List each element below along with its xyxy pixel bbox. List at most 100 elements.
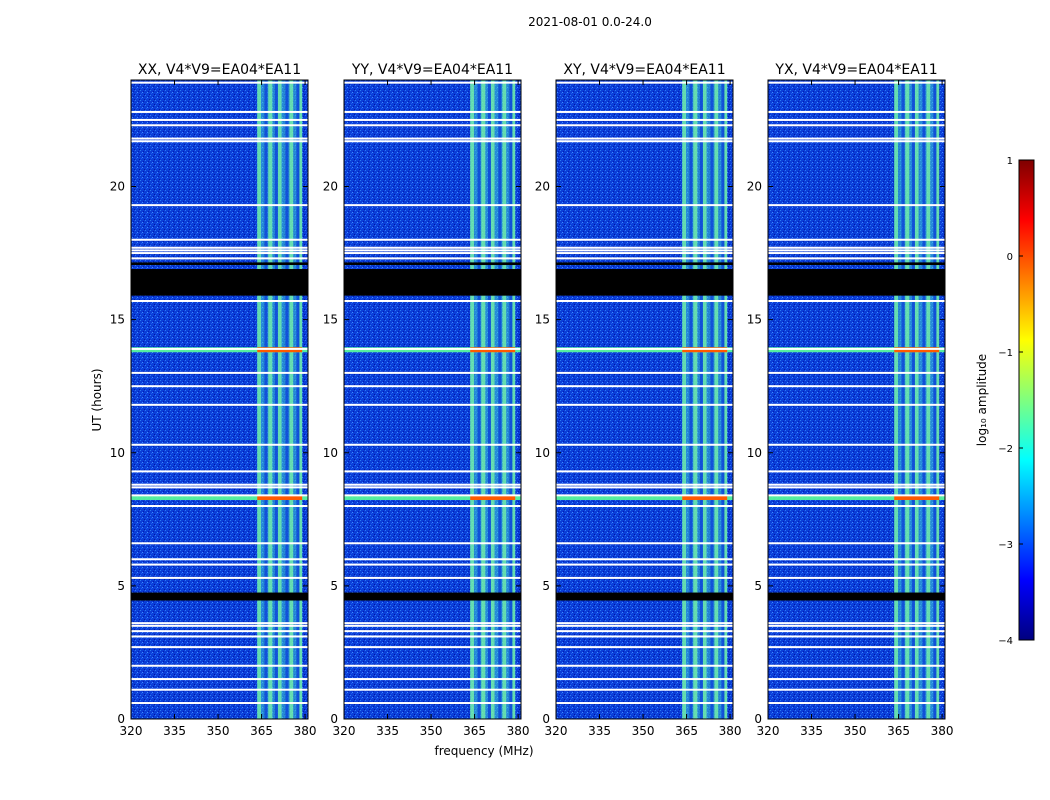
flagged-white-row — [768, 664, 945, 667]
rfi-subchannel — [724, 80, 728, 719]
rfi-subchannel — [693, 80, 698, 719]
y-tick-label: 0 — [117, 712, 125, 726]
panels: XX, V4*V9=EA04*EA11 320 335 350 365 380 0 5 10 15… — [110, 62, 954, 738]
flagged-white-row — [344, 688, 521, 691]
flagged-white-row — [344, 299, 521, 302]
flagged-white-row — [556, 371, 733, 374]
rfi-gap — [509, 80, 513, 719]
flagged-white-row — [344, 678, 521, 681]
flagged-black-block — [556, 262, 733, 266]
y-tick-label: 20 — [110, 180, 125, 194]
rfi-gap — [274, 80, 278, 719]
y-tick-label: 10 — [110, 446, 125, 460]
rfi-subchannel — [502, 80, 507, 719]
flagged-black-block — [768, 269, 945, 296]
y-tick-label: 20 — [747, 180, 762, 194]
high-amplitude-row — [768, 495, 945, 501]
flagged-black-block — [768, 592, 945, 601]
flagged-white-row — [344, 622, 521, 625]
panel-title: XY, V4*V9=EA04*EA11 — [563, 62, 725, 78]
x-tick-label: 335 — [588, 724, 611, 738]
y-tick-label: 5 — [330, 579, 338, 593]
flagged-white-row — [768, 558, 945, 561]
flagged-white-row — [344, 483, 521, 486]
flagged-white-row — [768, 249, 945, 252]
flagged-white-row — [131, 246, 308, 249]
flagged-white-row — [556, 110, 733, 113]
colorbar-tick-label: −1 — [998, 348, 1013, 359]
flagged-white-row — [131, 385, 308, 388]
flagged-white-row — [556, 630, 733, 633]
rfi-gap — [487, 80, 491, 719]
flagged-white-row — [768, 118, 945, 121]
y-tick-label: 10 — [747, 446, 762, 460]
y-tick-label: 15 — [323, 313, 338, 327]
x-tick-label: 380 — [294, 724, 317, 738]
panel-title: YX, V4*V9=EA04*EA11 — [774, 62, 937, 78]
flagged-white-row — [131, 124, 308, 127]
y-tick-label: 15 — [110, 313, 125, 327]
y-tick-label: 5 — [542, 579, 550, 593]
high-amplitude-rfi — [682, 495, 728, 501]
y-tick-label: 5 — [117, 579, 125, 593]
flagged-white-row — [556, 238, 733, 241]
rfi-gap — [477, 80, 481, 719]
flagged-white-row — [131, 630, 308, 633]
flagged-white-row — [344, 246, 521, 249]
flagged-white-row — [768, 622, 945, 625]
flagged-white-row — [556, 299, 733, 302]
y-tick-label: 15 — [747, 313, 762, 327]
x-tick-label: 335 — [376, 724, 399, 738]
flagged-black-block — [344, 592, 521, 601]
rfi-subchannel — [299, 80, 303, 719]
flagged-white-row — [768, 542, 945, 545]
x-tick-label: 365 — [887, 724, 910, 738]
flagged-white-row — [344, 118, 521, 121]
x-tick-label: 320 — [120, 724, 143, 738]
flagged-white-row — [768, 688, 945, 691]
flagged-white-row — [556, 443, 733, 446]
flagged-white-row — [344, 470, 521, 473]
flagged-white-row — [344, 443, 521, 446]
panel-3: YX, V4*V9=EA04*EA11 320 335 350 365 380 0 5 10 15… — [747, 62, 954, 738]
x-tick-label: 350 — [207, 724, 230, 738]
flagged-white-row — [131, 252, 308, 255]
flagged-white-row — [131, 664, 308, 667]
high-amplitude-rfi — [894, 495, 940, 501]
y-tick-label: 0 — [754, 712, 762, 726]
flagged-white-row — [344, 563, 521, 566]
flagged-white-row — [768, 81, 945, 84]
panel-title: XX, V4*V9=EA04*EA11 — [138, 62, 301, 78]
rfi-subchannel — [702, 80, 707, 719]
figure-suptitle: 2021-08-01 0.0-24.0 — [528, 15, 652, 29]
x-tick-label: 320 — [545, 724, 568, 738]
panel-0: XX, V4*V9=EA04*EA11 320 335 350 365 380 0 5 10 15… — [110, 62, 317, 738]
flagged-white-row — [768, 257, 945, 260]
x-tick-label: 350 — [420, 724, 443, 738]
flagged-white-row — [556, 257, 733, 260]
flagged-white-row — [768, 371, 945, 374]
flagged-white-row — [768, 563, 945, 566]
flagged-white-row — [768, 124, 945, 127]
rfi-subchannel — [894, 80, 898, 719]
flagged-white-row — [768, 624, 945, 627]
flagged-black-block — [556, 269, 733, 296]
y-tick-label: 10 — [535, 446, 550, 460]
flagged-white-row — [344, 137, 521, 140]
flagged-white-row — [131, 563, 308, 566]
flagged-white-row — [556, 246, 733, 249]
x-tick-label: 365 — [463, 724, 486, 738]
high-amplitude-row — [344, 495, 521, 501]
panel-title: YY, V4*V9=EA04*EA11 — [351, 62, 513, 78]
rfi-subchannel — [714, 80, 719, 719]
flagged-white-row — [556, 635, 733, 638]
rfi-subchannel — [268, 80, 273, 719]
flagged-white-row — [344, 635, 521, 638]
flagged-white-row — [768, 630, 945, 633]
flagged-white-row — [768, 246, 945, 249]
flagged-white-row — [556, 470, 733, 473]
flagged-white-row — [131, 494, 308, 497]
flagged-white-row — [131, 702, 308, 705]
flagged-white-row — [131, 470, 308, 473]
